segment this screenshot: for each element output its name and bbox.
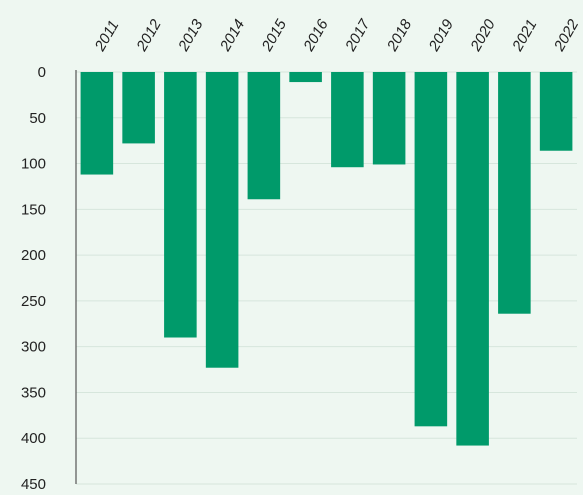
x-category-label: 2015 bbox=[258, 16, 290, 55]
bar-2012 bbox=[122, 72, 155, 144]
x-category-label: 2014 bbox=[216, 17, 248, 55]
bar-2021 bbox=[498, 72, 531, 314]
x-category-label: 2018 bbox=[383, 16, 415, 55]
x-category-label: 2013 bbox=[175, 16, 207, 55]
y-tick-label: 50 bbox=[29, 110, 46, 127]
x-category-label: 2020 bbox=[467, 16, 499, 55]
y-tick-label: 250 bbox=[21, 293, 46, 310]
x-category-label: 2019 bbox=[425, 16, 457, 55]
x-category-label: 2011 bbox=[91, 18, 122, 55]
bars bbox=[80, 72, 573, 446]
y-axis-tick-labels: 0 50 100 150 200 250 300 350 400 450 bbox=[21, 64, 46, 493]
y-tick-label: 100 bbox=[21, 156, 46, 173]
y-tick-label: 350 bbox=[21, 384, 46, 401]
y-tick-label: 400 bbox=[21, 430, 46, 447]
x-axis-category-labels: 2011 2012 2013 2014 2015 2016 2017 2018 2019 2020… bbox=[91, 16, 582, 55]
bar-2016 bbox=[289, 72, 322, 83]
bar-2018 bbox=[372, 72, 406, 165]
bar-2020 bbox=[456, 72, 489, 446]
x-category-label: 2022 bbox=[550, 16, 582, 55]
bar-2013 bbox=[164, 72, 197, 338]
x-category-label: 2012 bbox=[133, 16, 165, 55]
bar-2011 bbox=[80, 72, 114, 175]
y-tick-label: 150 bbox=[21, 201, 46, 218]
x-category-label: 2016 bbox=[300, 16, 332, 55]
bar-2017 bbox=[331, 72, 364, 168]
bar-2019 bbox=[414, 72, 448, 427]
bar-2022 bbox=[539, 72, 573, 151]
y-tick-label: 200 bbox=[21, 247, 46, 264]
y-tick-label: 450 bbox=[21, 476, 46, 493]
bar-2014 bbox=[205, 72, 239, 368]
bar-2015 bbox=[247, 72, 281, 200]
y-tick-label: 0 bbox=[38, 64, 46, 81]
gridlines bbox=[76, 71, 577, 485]
x-category-label: 2017 bbox=[342, 16, 374, 55]
y-tick-label: 300 bbox=[21, 339, 46, 356]
x-category-label: 2021 bbox=[509, 17, 541, 55]
